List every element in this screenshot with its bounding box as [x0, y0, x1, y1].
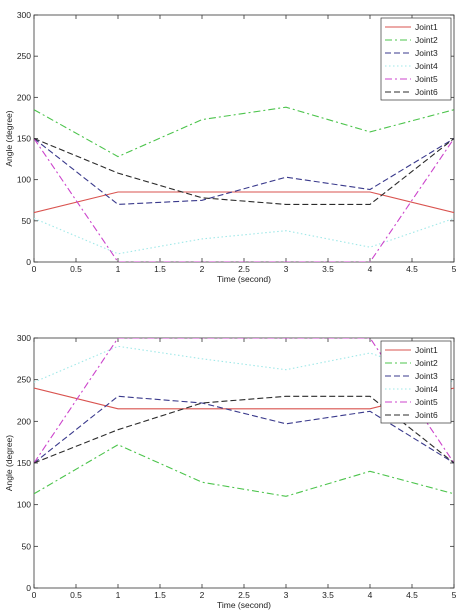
series-line-joint2: [34, 106, 454, 158]
legend-label: Joint1: [415, 22, 438, 32]
y-axis-label: Angle (degree): [4, 110, 14, 166]
x-tick-label: 4: [368, 264, 373, 274]
x-tick-label: 3: [284, 590, 289, 600]
x-tick-label: 5: [452, 264, 457, 274]
legend-label: Joint2: [415, 358, 438, 368]
x-tick-label: 4: [368, 590, 373, 600]
x-tick-label: 3: [284, 264, 289, 274]
legend-label: Joint2: [415, 35, 438, 45]
y-tick-label: 200: [17, 416, 31, 426]
legend-label: Joint1: [415, 345, 438, 355]
x-tick-label: 5: [452, 590, 457, 600]
x-tick-label: 0.5: [70, 264, 82, 274]
series-line-joint4: [34, 217, 454, 255]
legend-label: Joint3: [415, 371, 438, 381]
legend: Joint1 Joint2 Joint3 Joint4 Joint5 Joint6: [380, 17, 452, 101]
legend: Joint1 Joint2 Joint3 Joint4 Joint5 Joint6: [380, 340, 452, 424]
y-tick-label: 100: [17, 175, 31, 185]
y-tick-label: 250: [17, 375, 31, 385]
y-tick-label: 300: [17, 10, 31, 20]
series-line-joint5: [34, 138, 454, 262]
x-tick-label: 3.5: [322, 590, 334, 600]
x-tick-label: 1.5: [154, 590, 166, 600]
chart-panel-2: 0 0.5 1 1.5 2 2.5 3 3.5 4 4.5 5050100150200250300T…: [4, 333, 457, 610]
x-tick-label: 3.5: [322, 264, 334, 274]
y-tick-label: 150: [17, 458, 31, 468]
y-tick-label: 100: [17, 500, 31, 510]
x-tick-label: 0.5: [70, 590, 82, 600]
legend-box: [380, 17, 452, 101]
series-line-joint1: [34, 191, 454, 214]
x-tick-label: 1.5: [154, 264, 166, 274]
x-tick-label: 2: [200, 590, 205, 600]
x-tick-label: 0: [32, 264, 37, 274]
legend-box: [380, 340, 452, 424]
x-tick-label: 2.5: [238, 590, 250, 600]
y-tick-label: 50: [22, 216, 32, 226]
chart-panel-1: 0 0.5 1 1.5 2 2.5 3 3.5 4 4.5 5050100150200250300T…: [4, 10, 457, 284]
x-tick-label: 4.5: [406, 264, 418, 274]
x-tick-label: 0: [32, 590, 37, 600]
legend-label: Joint4: [415, 61, 438, 71]
x-tick-label: 1: [116, 264, 121, 274]
series-line-joint3: [34, 138, 454, 205]
y-tick-label: 0: [26, 257, 31, 267]
legend-label: Joint3: [415, 48, 438, 58]
legend-label: Joint6: [415, 87, 438, 97]
legend-label: Joint6: [415, 410, 438, 420]
x-axis-label: Time (second): [217, 600, 271, 610]
series-line-joint2: [34, 444, 454, 497]
y-tick-label: 200: [17, 92, 31, 102]
y-axis-label: Angle (degree): [4, 435, 14, 491]
y-tick-label: 150: [17, 134, 31, 144]
series-line-joint6: [34, 137, 454, 205]
x-tick-label: 4.5: [406, 590, 418, 600]
legend-label: Joint5: [415, 74, 438, 84]
y-tick-label: 300: [17, 333, 31, 343]
series-line-joint5: [34, 338, 454, 464]
legend-label: Joint4: [415, 384, 438, 394]
x-tick-label: 2: [200, 264, 205, 274]
y-tick-label: 0: [26, 583, 31, 593]
x-tick-label: 2.5: [238, 264, 250, 274]
y-tick-label: 250: [17, 51, 31, 61]
y-tick-label: 50: [22, 541, 32, 551]
legend-label: Joint5: [415, 397, 438, 407]
x-axis-label: Time (second): [217, 274, 271, 284]
x-tick-label: 1: [116, 590, 121, 600]
